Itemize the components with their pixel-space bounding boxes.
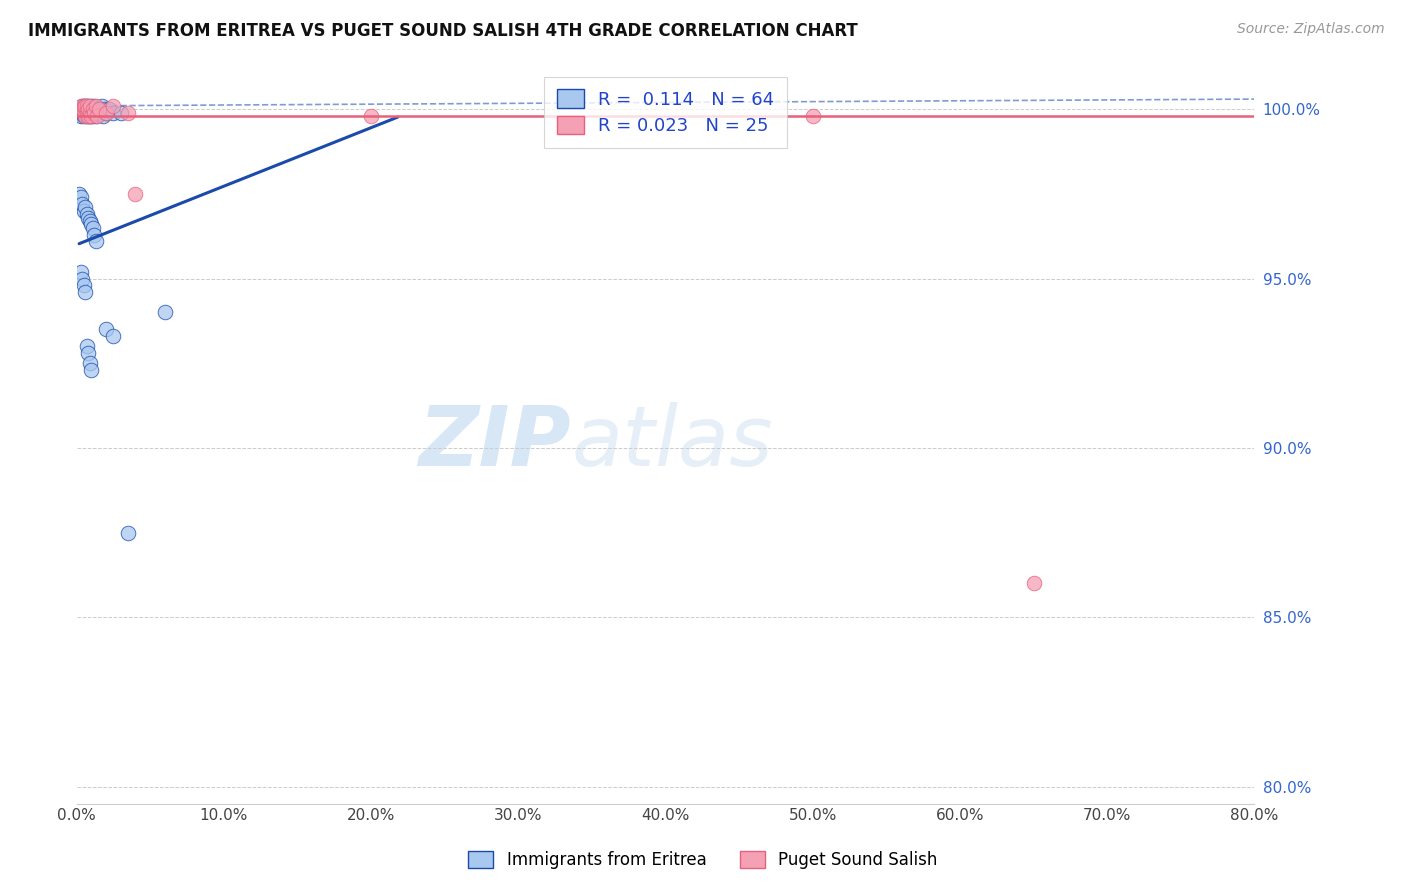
Point	[69, 105, 91, 120]
Point	[82, 109, 104, 123]
Point	[86, 105, 108, 120]
Point	[80, 109, 103, 123]
Point	[76, 105, 98, 120]
Point	[103, 105, 125, 120]
Point	[83, 105, 105, 120]
Point	[73, 203, 96, 218]
Point	[75, 285, 97, 300]
Point	[79, 109, 101, 123]
Text: IMMIGRANTS FROM ERITREA VS PUGET SOUND SALISH 4TH GRADE CORRELATION CHART: IMMIGRANTS FROM ERITREA VS PUGET SOUND S…	[28, 22, 858, 40]
Point	[89, 105, 111, 120]
Point	[79, 99, 101, 113]
Point	[94, 105, 117, 120]
Point	[117, 105, 139, 120]
Point	[75, 102, 97, 116]
Point	[110, 105, 132, 120]
Point	[77, 109, 100, 123]
Point	[84, 102, 107, 116]
Point	[153, 305, 176, 319]
Text: Source: ZipAtlas.com: Source: ZipAtlas.com	[1237, 22, 1385, 37]
Point	[84, 109, 107, 123]
Point	[117, 525, 139, 540]
Point	[80, 363, 103, 377]
Point	[87, 102, 110, 116]
Point	[801, 109, 824, 123]
Point	[1022, 576, 1045, 591]
Point	[103, 329, 125, 343]
Point	[83, 99, 105, 113]
Point	[77, 211, 100, 225]
Text: atlas: atlas	[571, 402, 773, 483]
Point	[97, 102, 120, 116]
Point	[91, 109, 114, 123]
Point	[80, 109, 103, 123]
Point	[103, 99, 125, 113]
Point	[69, 186, 91, 201]
Point	[87, 102, 110, 116]
Point	[72, 105, 94, 120]
Point	[360, 109, 382, 123]
Point	[80, 218, 103, 232]
Point	[82, 102, 104, 116]
Point	[79, 102, 101, 116]
Point	[77, 102, 100, 116]
Point	[73, 278, 96, 293]
Point	[76, 109, 98, 123]
Point	[70, 99, 93, 113]
Point	[76, 99, 98, 113]
Point	[75, 109, 97, 123]
Text: ZIP: ZIP	[419, 402, 571, 483]
Point	[80, 99, 103, 113]
Point	[83, 105, 105, 120]
Point	[75, 105, 97, 120]
Point	[75, 99, 97, 113]
Point	[79, 105, 101, 120]
Point	[72, 197, 94, 211]
Point	[84, 235, 107, 249]
Point	[79, 214, 101, 228]
Point	[72, 99, 94, 113]
Point	[73, 99, 96, 113]
Point	[77, 105, 100, 120]
Point	[86, 109, 108, 123]
Point	[73, 109, 96, 123]
Point	[75, 201, 97, 215]
Point	[77, 109, 100, 123]
Point	[73, 102, 96, 116]
Point	[76, 207, 98, 221]
Point	[93, 102, 115, 116]
Point	[77, 99, 100, 113]
Point	[77, 346, 100, 360]
Point	[94, 105, 117, 120]
Point	[76, 99, 98, 113]
Legend: R =  0.114   N = 64, R = 0.023   N = 25: R = 0.114 N = 64, R = 0.023 N = 25	[544, 77, 787, 148]
Point	[76, 339, 98, 353]
Point	[73, 99, 96, 113]
Point	[80, 105, 103, 120]
Point	[70, 190, 93, 204]
Point	[70, 109, 93, 123]
Point	[124, 186, 146, 201]
Point	[70, 102, 93, 116]
Point	[79, 356, 101, 370]
Point	[84, 99, 107, 113]
Point	[72, 102, 94, 116]
Point	[76, 105, 98, 120]
Legend: Immigrants from Eritrea, Puget Sound Salish: Immigrants from Eritrea, Puget Sound Sal…	[458, 841, 948, 880]
Point	[82, 220, 104, 235]
Point	[94, 322, 117, 336]
Point	[73, 105, 96, 120]
Point	[83, 227, 105, 242]
Point	[72, 271, 94, 285]
Point	[70, 265, 93, 279]
Point	[79, 105, 101, 120]
Point	[75, 99, 97, 113]
Point	[90, 99, 112, 113]
Point	[82, 102, 104, 116]
Point	[77, 102, 100, 116]
